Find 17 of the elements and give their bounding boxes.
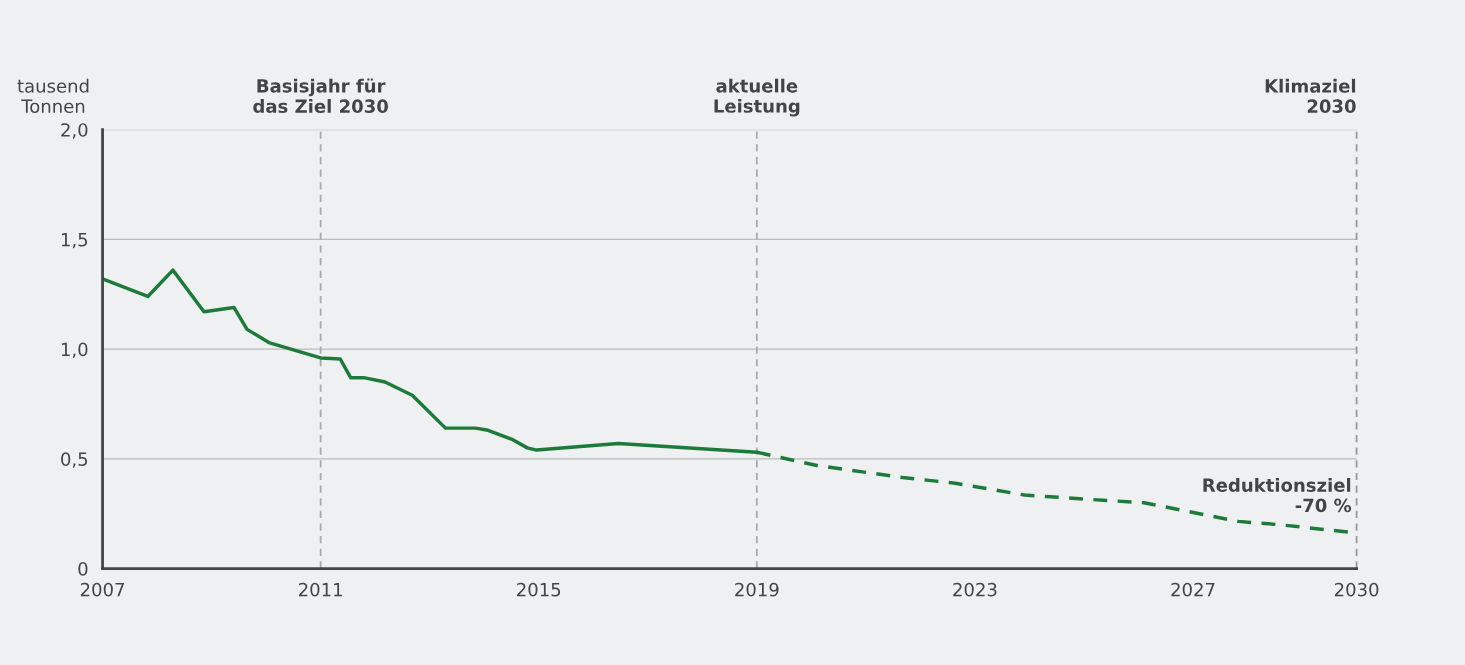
y-tick-label: 1,5 xyxy=(61,233,88,249)
ref-line-label: aktuelle Leistung xyxy=(714,78,800,117)
annotation: Reduktionsziel -70 % xyxy=(1203,478,1352,513)
x-tick-label: 2007 xyxy=(80,582,124,597)
y-axis-title: tausend Tonnen xyxy=(17,78,89,114)
x-tick-label: 2027 xyxy=(1171,582,1215,597)
x-tick-label: 2015 xyxy=(517,582,561,597)
ref-line-label: Basisjahr für das Ziel 2030 xyxy=(253,78,388,114)
x-tick-label: 2023 xyxy=(953,582,997,597)
y-tick-label: 0 xyxy=(78,562,88,576)
x-tick-label: 2019 xyxy=(735,582,779,597)
ref-line-label: Klimaziel 2030 xyxy=(1265,78,1356,114)
y-tick-label: 1,0 xyxy=(61,342,88,359)
x-tick-label: 2011 xyxy=(298,582,342,597)
y-tick-label: 0,5 xyxy=(61,452,88,468)
x-tick-label: 2030 xyxy=(1334,582,1379,597)
y-tick-label: 2,0 xyxy=(61,123,88,139)
